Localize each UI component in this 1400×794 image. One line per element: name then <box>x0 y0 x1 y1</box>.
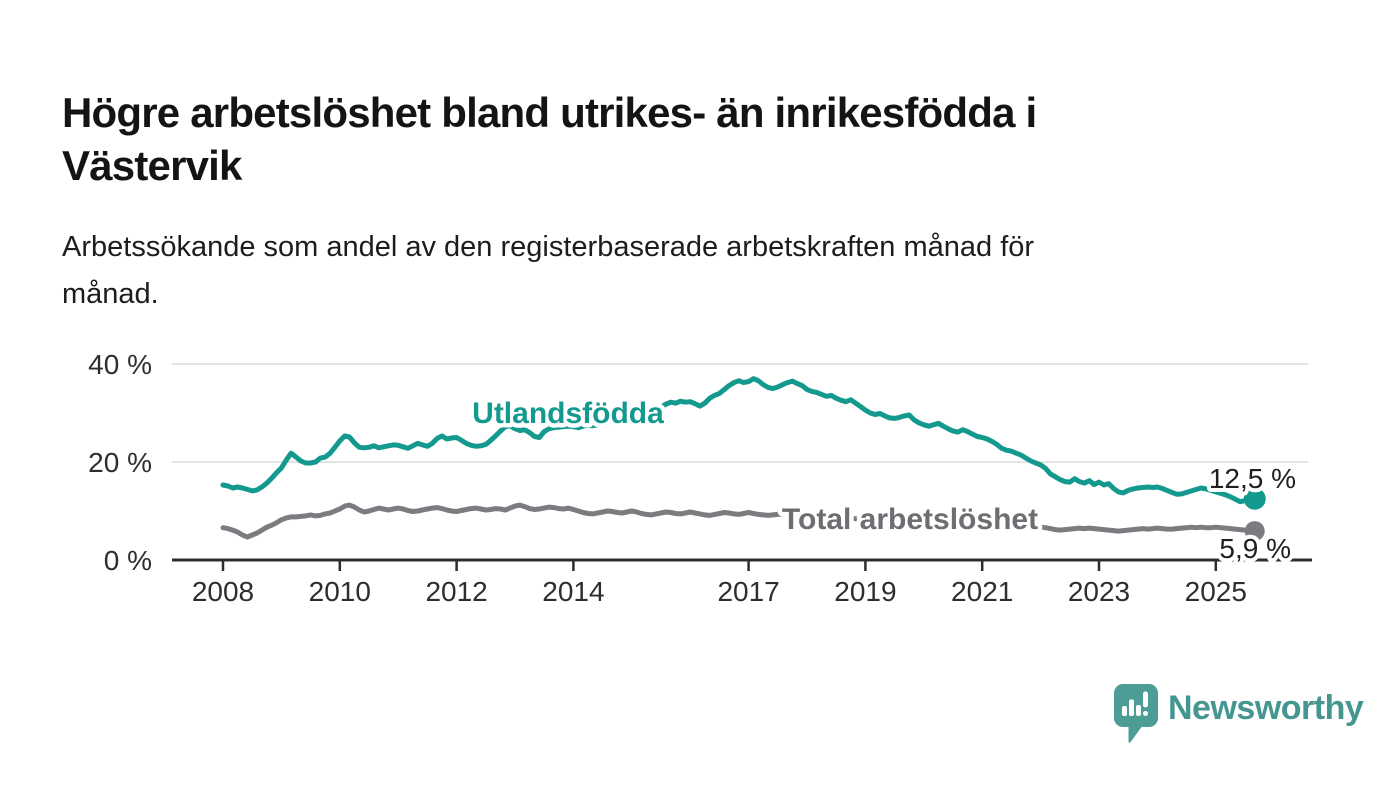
newsworthy-logo: Newsworthy <box>1113 683 1364 745</box>
x-tick-label-2023: 2023 <box>1068 576 1130 607</box>
y-tick-label-40: 40 % <box>88 349 152 380</box>
x-tick-label-2012: 2012 <box>425 576 487 607</box>
logo-exclamation-rod <box>1143 691 1148 708</box>
y-tick-label-20: 20 % <box>88 447 152 478</box>
x-tick-label-2010: 2010 <box>309 576 371 607</box>
series-label-total-arbetsl-shet: Total arbetslöshet <box>782 503 1038 536</box>
y-tick-label-0: 0 % <box>104 545 152 576</box>
chart-subtitle-line-2: månad. <box>62 277 159 310</box>
page-title-line-2: Västervik <box>62 142 242 190</box>
x-tick-label-2008: 2008 <box>192 576 254 607</box>
end-value-label-total: 5,9 % <box>1219 533 1291 564</box>
logo-bar-tall <box>1129 699 1134 716</box>
newsworthy-logo-icon <box>1114 684 1158 743</box>
x-tick-label-2019: 2019 <box>834 576 896 607</box>
series-line-total-arbetsl-shet <box>220 502 1258 540</box>
x-tick-label-2025: 2025 <box>1185 576 1247 607</box>
page-title-line-1: Högre arbetslöshet bland utrikes- än inr… <box>62 89 1037 137</box>
chart-subtitle: Arbetssökande som andel av den registerb… <box>62 224 1282 318</box>
series-label-utlandsf-dda: Utlandsfödda <box>472 397 664 430</box>
x-tick-label-2014: 2014 <box>542 576 604 607</box>
x-tick-label-2017: 2017 <box>717 576 779 607</box>
newsworthy-logo-text: Newsworthy <box>1168 688 1364 727</box>
chart-subtitle-line-1: Arbetssökande som andel av den registerb… <box>62 231 1035 263</box>
series-end-dot-total <box>1244 521 1265 542</box>
end-value-label-utlandsfodda: 12,5 % <box>1209 463 1296 494</box>
page-title: Högre arbetslöshet bland utrikes- än inr… <box>62 86 1262 193</box>
series-end-dot-utlandsfodda <box>1243 487 1266 510</box>
series-line-utlandsf-dda <box>220 376 1258 505</box>
logo-exclamation-dot <box>1143 711 1148 716</box>
x-tick-label-2021: 2021 <box>951 576 1013 607</box>
logo-bar-medium <box>1136 705 1141 716</box>
logo-bar-short <box>1122 706 1127 716</box>
